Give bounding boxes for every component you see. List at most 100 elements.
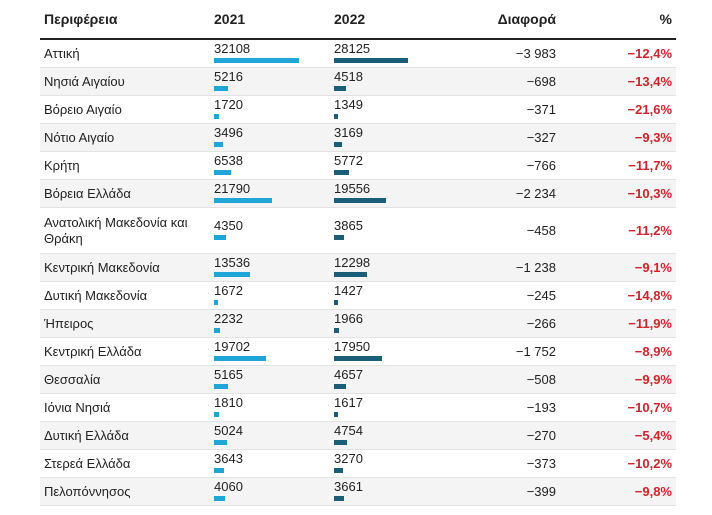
cell-region: Ήπειρος	[40, 309, 210, 338]
value-2021: 2232	[214, 311, 243, 326]
value-2022: 1617	[334, 395, 363, 410]
cell-diff: −270	[450, 421, 560, 450]
cell-value-2022: 19556	[330, 179, 450, 208]
cell-pct: −9,1%	[560, 253, 676, 282]
cell-value-2022: 3865	[330, 207, 450, 254]
cell-value-2022: 28125	[330, 39, 450, 68]
cell-value-2022: 1966	[330, 309, 450, 338]
table-row: Νότιο Αιγαίο 3496 3169 −327 −9,3%	[40, 123, 676, 152]
bar-2021	[214, 58, 299, 63]
value-2022: 19556	[334, 181, 371, 196]
cell-region: Θεσσαλία	[40, 365, 210, 394]
cell-pct: −9,9%	[560, 365, 676, 394]
cell-value-2021: 5024	[210, 421, 330, 450]
value-2021: 5024	[214, 423, 243, 438]
table-row: Κεντρική Μακεδονία 13536 12298 −1 238 −9,1%	[40, 253, 676, 282]
cell-value-2021: 21790	[210, 179, 330, 208]
header-diff[interactable]: Διαφορά	[450, 0, 560, 40]
bar-2022	[334, 356, 382, 361]
cell-value-2022: 5772	[330, 151, 450, 180]
value-2021: 32108	[214, 41, 251, 56]
value-2022: 3169	[334, 125, 363, 140]
region-comparison-table: Περιφέρεια 2021 2022 Διαφορά % Αττική 321…	[40, 0, 676, 506]
bar-2022	[334, 198, 386, 203]
table-row: Βόρεια Ελλάδα 21790 19556 −2 234 −10,3%	[40, 179, 676, 208]
value-2021: 1810	[214, 395, 243, 410]
cell-pct: −11,9%	[560, 309, 676, 338]
bar-2022	[334, 272, 367, 277]
value-2022: 3865	[334, 218, 363, 233]
bar-2022	[334, 412, 338, 417]
value-2021: 5165	[214, 367, 243, 382]
header-2022[interactable]: 2022	[330, 0, 450, 40]
header-pct[interactable]: %	[560, 0, 676, 40]
bar-2022	[334, 440, 347, 445]
cell-value-2021: 1672	[210, 281, 330, 310]
cell-region: Κεντρική Μακεδονία	[40, 253, 210, 282]
cell-value-2021: 3496	[210, 123, 330, 152]
cell-value-2022: 1349	[330, 95, 450, 124]
value-2022: 1349	[334, 97, 363, 112]
table-row: Νησιά Αιγαίου 5216 4518 −698 −13,4%	[40, 67, 676, 96]
table-row: Δυτική Ελλάδα 5024 4754 −270 −5,4%	[40, 421, 676, 450]
value-2021: 13536	[214, 255, 251, 270]
bar-2021	[214, 468, 224, 473]
data-table-container: Περιφέρεια 2021 2022 Διαφορά % Αττική 321…	[40, 0, 676, 506]
value-2022: 1427	[334, 283, 363, 298]
bar-2021	[214, 114, 219, 119]
table-row: Ιόνια Νησιά 1810 1617 −193 −10,7%	[40, 393, 676, 422]
cell-value-2022: 4754	[330, 421, 450, 450]
value-2022: 17950	[334, 339, 371, 354]
value-2021: 6538	[214, 153, 243, 168]
cell-diff: −373	[450, 449, 560, 478]
cell-value-2021: 1720	[210, 95, 330, 124]
cell-value-2022: 3169	[330, 123, 450, 152]
cell-region: Βόρεια Ελλάδα	[40, 179, 210, 208]
value-2021: 1720	[214, 97, 243, 112]
cell-pct: −13,4%	[560, 67, 676, 96]
cell-region: Ανατολική Μακεδονία και Θράκη	[40, 207, 210, 254]
cell-value-2022: 1427	[330, 281, 450, 310]
cell-diff: −1 238	[450, 253, 560, 282]
cell-diff: −508	[450, 365, 560, 394]
bar-2022	[334, 142, 342, 147]
cell-diff: −1 752	[450, 337, 560, 366]
cell-region: Νησιά Αιγαίου	[40, 67, 210, 96]
cell-value-2021: 3643	[210, 449, 330, 478]
cell-value-2022: 3270	[330, 449, 450, 478]
cell-region: Βόρειο Αιγαίο	[40, 95, 210, 124]
table-row: Ήπειρος 2232 1966 −266 −11,9%	[40, 309, 676, 338]
value-2022: 4518	[334, 69, 363, 84]
table-row: Βόρειο Αιγαίο 1720 1349 −371 −21,6%	[40, 95, 676, 124]
bar-2022	[334, 468, 343, 473]
cell-region: Δυτική Ελλάδα	[40, 421, 210, 450]
cell-value-2022: 1617	[330, 393, 450, 422]
value-2022: 3661	[334, 479, 363, 494]
table-header: Περιφέρεια 2021 2022 Διαφορά %	[40, 0, 676, 40]
cell-value-2022: 4518	[330, 67, 450, 96]
cell-diff: −399	[450, 477, 560, 506]
cell-pct: −9,3%	[560, 123, 676, 152]
cell-value-2021: 4060	[210, 477, 330, 506]
value-2022: 4657	[334, 367, 363, 382]
header-region[interactable]: Περιφέρεια	[40, 0, 210, 40]
cell-value-2021: 5216	[210, 67, 330, 96]
cell-region: Αττική	[40, 39, 210, 68]
cell-diff: −327	[450, 123, 560, 152]
cell-region: Κρήτη	[40, 151, 210, 180]
cell-value-2021: 19702	[210, 337, 330, 366]
bar-2022	[334, 170, 349, 175]
cell-value-2022: 3661	[330, 477, 450, 506]
bar-2021	[214, 300, 218, 305]
bar-2021	[214, 272, 250, 277]
bar-2021	[214, 384, 228, 389]
table-row: Θεσσαλία 5165 4657 −508 −9,9%	[40, 365, 676, 394]
cell-diff: −2 234	[450, 179, 560, 208]
value-2021: 1672	[214, 283, 243, 298]
table-row: Στερεά Ελλάδα 3643 3270 −373 −10,2%	[40, 449, 676, 478]
bar-2021	[214, 235, 226, 240]
cell-diff: −3 983	[450, 39, 560, 68]
cell-region: Πελοπόννησος	[40, 477, 210, 506]
cell-diff: −266	[450, 309, 560, 338]
header-2021[interactable]: 2021	[210, 0, 330, 40]
